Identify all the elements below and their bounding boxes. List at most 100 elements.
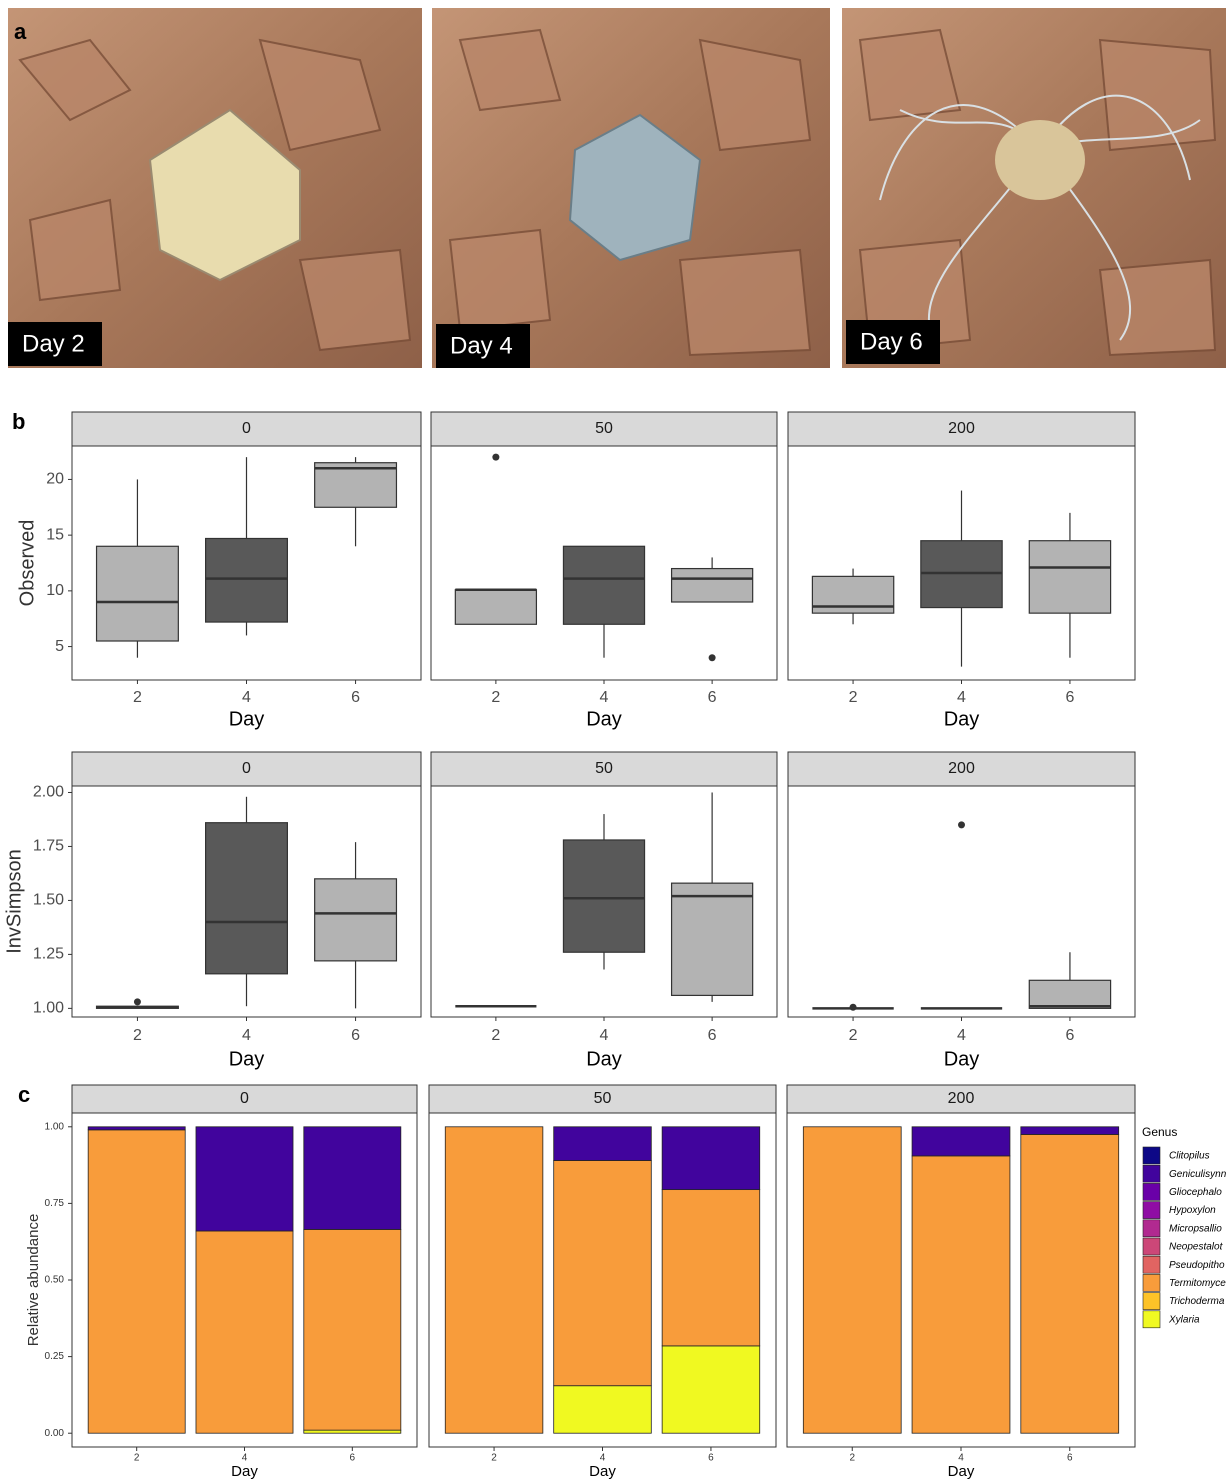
bar-segment (662, 1127, 760, 1190)
outlier (134, 998, 141, 1005)
x-axis-title: Day (229, 708, 265, 730)
y-tick-label: 0.75 (45, 1198, 65, 1209)
facet-title: 200 (948, 1090, 975, 1107)
legend-swatch (1143, 1311, 1160, 1328)
legend-label: Clitopilus (1169, 1151, 1210, 1162)
x-tick-label: 4 (958, 1453, 964, 1464)
x-tick-label: 6 (708, 1453, 714, 1464)
y-tick-label: 0.00 (45, 1428, 65, 1439)
y-axis-title: InvSimpson (3, 849, 25, 954)
x-tick-label: 2 (133, 1027, 142, 1044)
x-tick-label: 2 (491, 689, 500, 706)
y-tick-label: 5 (55, 638, 64, 655)
bar-segment (196, 1231, 293, 1433)
y-tick-label: 1.25 (33, 946, 64, 963)
x-tick-label: 6 (708, 1027, 717, 1044)
photo-label: Day 2 (22, 330, 85, 357)
x-axis-title: Day (589, 1463, 616, 1480)
y-tick-label: 1.00 (45, 1121, 65, 1132)
y-tick-label: 2.00 (33, 784, 64, 801)
y-axis-title: Relative abundance (25, 1214, 42, 1347)
panel-letter: c (18, 1082, 30, 1107)
box (1029, 541, 1110, 613)
outlier (709, 654, 716, 661)
x-tick-label: 2 (849, 689, 858, 706)
x-tick-label: 4 (957, 1027, 966, 1044)
bar-segment (912, 1156, 1010, 1433)
x-tick-label: 4 (242, 1453, 248, 1464)
bar-segment (88, 1130, 185, 1433)
legend-swatch (1143, 1256, 1160, 1273)
bar-segment (1021, 1127, 1119, 1135)
x-axis-title: Day (231, 1463, 258, 1480)
photo-label: Day 6 (860, 328, 923, 355)
y-tick-label: 1.75 (33, 838, 64, 855)
x-tick-label: 4 (600, 1453, 606, 1464)
facet-title: 0 (242, 420, 251, 437)
bar-segment (196, 1127, 293, 1231)
x-axis-title: Day (944, 708, 980, 730)
bar-segment (304, 1127, 401, 1230)
legend-swatch (1143, 1293, 1160, 1310)
facet-title: 200 (948, 420, 975, 437)
y-tick-label: 10 (46, 582, 64, 599)
x-tick-label: 2 (133, 689, 142, 706)
bar-segment (304, 1430, 401, 1433)
x-axis-title: Day (586, 708, 622, 730)
photo-label: Day 4 (450, 332, 513, 359)
legend-swatch (1143, 1165, 1160, 1182)
x-axis-title: Day (948, 1463, 975, 1480)
x-tick-label: 2 (849, 1453, 855, 1464)
bar-segment (554, 1386, 652, 1433)
legend-label: Neopestalot (1169, 1242, 1224, 1253)
x-tick-label: 6 (350, 1453, 356, 1464)
page: Day 2 Day 4 Day 6 a b c 5101520Observed0… (0, 0, 1226, 1481)
box (97, 546, 179, 641)
legend-label: Gliocephalo (1169, 1187, 1222, 1198)
bar-segment (662, 1190, 760, 1346)
bar-segment (1021, 1134, 1119, 1433)
facet-title: 0 (240, 1090, 249, 1107)
x-axis-title: Day (229, 1048, 265, 1070)
box (563, 840, 644, 952)
box (1029, 980, 1110, 1008)
bar-segment (445, 1127, 543, 1433)
facet-title: 0 (242, 760, 251, 777)
legend-label: Xylaria (1168, 1314, 1200, 1325)
x-tick-label: 2 (134, 1453, 140, 1464)
panel-letter: b (12, 409, 25, 434)
y-tick-label: 1.50 (33, 892, 64, 909)
x-tick-label: 6 (1067, 1453, 1073, 1464)
box (672, 569, 753, 602)
legend-label: Geniculisynn (1169, 1169, 1226, 1180)
box (672, 883, 753, 995)
x-tick-label: 4 (600, 689, 609, 706)
legend-swatch (1143, 1274, 1160, 1291)
legend-swatch (1143, 1183, 1160, 1200)
box (206, 823, 288, 974)
facet-title: 200 (948, 760, 975, 777)
bar-segment (912, 1127, 1010, 1156)
y-tick-label: 0.50 (45, 1275, 65, 1286)
bar-segment (88, 1127, 185, 1130)
box (563, 546, 644, 624)
x-axis-title: Day (944, 1048, 980, 1070)
bar-segment (662, 1346, 760, 1433)
bar-segment (554, 1127, 652, 1161)
photo-panel: Day 2 Day 4 Day 6 a (8, 8, 1226, 368)
legend-swatch (1143, 1202, 1160, 1219)
x-tick-label: 2 (491, 1027, 500, 1044)
x-tick-label: 4 (242, 1027, 251, 1044)
facet-title: 50 (595, 760, 613, 777)
box (455, 590, 536, 625)
legend-label: Pseudopitho (1169, 1260, 1225, 1271)
x-tick-label: 6 (351, 1027, 360, 1044)
legend-swatch (1143, 1147, 1160, 1164)
outlier (492, 454, 499, 461)
facet-title: 50 (594, 1090, 612, 1107)
x-tick-label: 6 (1065, 1027, 1074, 1044)
x-tick-label: 4 (957, 689, 966, 706)
x-tick-label: 6 (351, 689, 360, 706)
legend-swatch (1143, 1220, 1160, 1237)
bar-segment (304, 1229, 401, 1430)
